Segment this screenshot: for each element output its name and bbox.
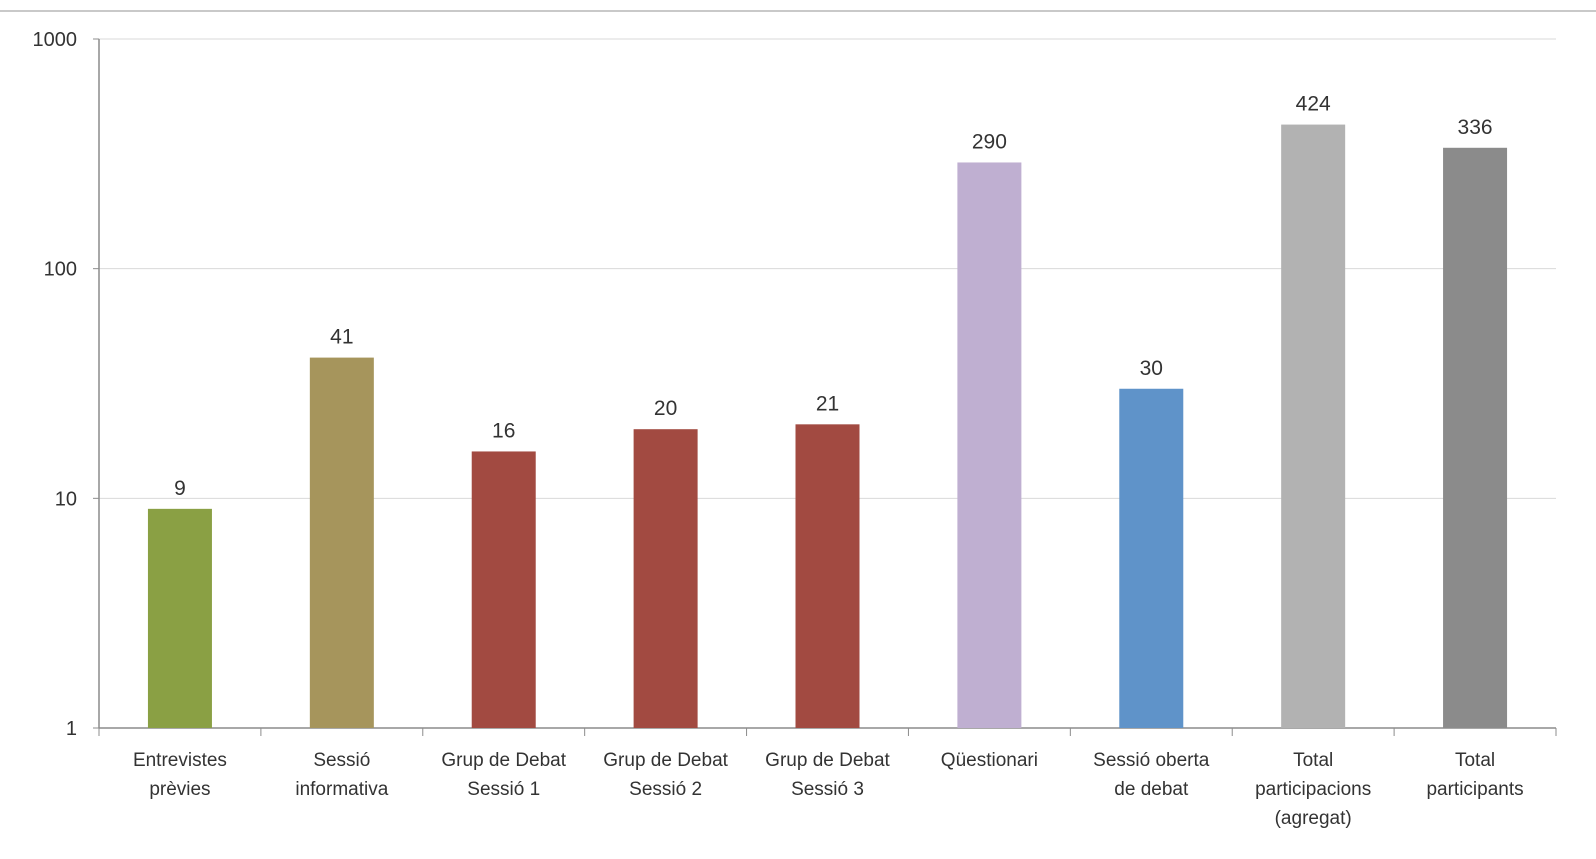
x-tick-labels: Entrevistes prèvies Sessió informativa Grup … xyxy=(133,750,1524,829)
y-tick-label: 100 xyxy=(44,259,77,281)
bar xyxy=(147,508,212,728)
data-labels: 9 41 16 20 21 290 30 424 336 xyxy=(174,93,1492,500)
bar xyxy=(1443,147,1508,729)
x-tick-label: Total participants xyxy=(1426,750,1523,800)
bar xyxy=(633,429,698,728)
x-tick-label: Entrevistes prèvies xyxy=(133,750,227,800)
x-tick-label: Grup de Debat Sessió 2 xyxy=(603,750,728,800)
data-label: 336 xyxy=(1458,116,1493,139)
x-tick-label-line: participants xyxy=(1426,779,1523,800)
x-tick-label-line: prèvies xyxy=(149,779,210,800)
y-tick-label: 1 xyxy=(66,718,77,740)
x-tick-label-line: Qüestionari xyxy=(941,750,1038,771)
top-rule xyxy=(0,10,1596,12)
x-tick-label-line: de debat xyxy=(1114,779,1189,800)
x-tick-label: Grup de Debat Sessió 1 xyxy=(441,750,566,800)
x-tick-label-line: Grup de Debat xyxy=(765,750,890,771)
data-label: 30 xyxy=(1140,357,1163,380)
x-tick-label: Sessió informativa xyxy=(295,750,388,800)
bars xyxy=(147,124,1508,729)
data-label: 21 xyxy=(816,392,839,415)
y-tick-label: 10 xyxy=(55,488,77,510)
x-tick-label: Sessió oberta de debat xyxy=(1093,750,1210,800)
data-label: 41 xyxy=(330,326,353,349)
x-tick-label-line: Grup de Debat xyxy=(441,750,566,771)
x-tick-label-line: (agregat) xyxy=(1275,808,1352,829)
bar xyxy=(957,162,1022,729)
y-tick-labels: 1000 100 10 1 xyxy=(33,29,78,740)
data-label: 16 xyxy=(492,419,515,442)
bar xyxy=(471,451,536,728)
x-tick-label: Grup de Debat Sessió 3 xyxy=(765,750,890,800)
x-tick-label-line: informativa xyxy=(295,779,388,800)
data-label: 424 xyxy=(1296,93,1331,116)
x-tick-label-line: Sessió 2 xyxy=(629,779,702,800)
x-tick-label-line: Total xyxy=(1455,750,1495,771)
x-tick-label-line: Total xyxy=(1293,750,1333,771)
x-tick-label: Qüestionari xyxy=(941,750,1038,771)
x-tick-label-line: participacions xyxy=(1255,779,1371,800)
x-tick-label-line: Sessió 3 xyxy=(791,779,864,800)
data-label: 20 xyxy=(654,397,677,420)
bar xyxy=(1281,124,1346,728)
data-label: 9 xyxy=(174,477,186,500)
y-tick-label: 1000 xyxy=(33,29,78,51)
x-tick-label-line: Sessió xyxy=(313,750,370,771)
x-tick-label-line: Sessió 1 xyxy=(467,779,540,800)
x-tick-label-line: Entrevistes xyxy=(133,750,227,771)
x-tick-label-line: Sessió oberta xyxy=(1093,750,1210,771)
bar xyxy=(1119,388,1184,728)
bar xyxy=(309,357,374,728)
x-tick-label: Total participacions (agregat) xyxy=(1255,750,1371,829)
data-label: 290 xyxy=(972,130,1007,153)
x-tick-label-line: Grup de Debat xyxy=(603,750,728,771)
bar xyxy=(795,424,860,728)
